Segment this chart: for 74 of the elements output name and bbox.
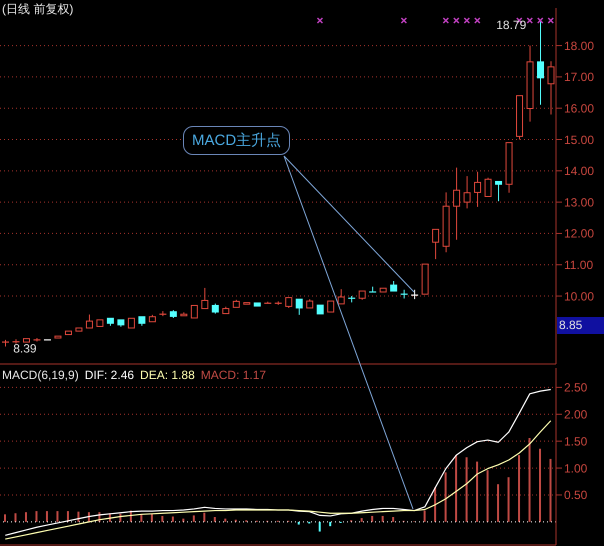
bar bbox=[35, 511, 38, 522]
bar bbox=[24, 512, 27, 522]
y-tick-label: 0.50 bbox=[564, 488, 588, 502]
bar bbox=[518, 455, 520, 522]
y-tick-label: 2.00 bbox=[564, 408, 588, 422]
y-tick-label: 17.00 bbox=[564, 70, 594, 84]
bar bbox=[382, 516, 384, 522]
text: DEA: 1.88 bbox=[140, 368, 195, 382]
y-tick-label: 10.00 bbox=[564, 289, 594, 304]
candlestick bbox=[442, 192, 450, 253]
bar bbox=[318, 522, 321, 532]
candlestick bbox=[190, 304, 198, 318]
text: 8.85 bbox=[557, 317, 604, 334]
line-series bbox=[4, 420, 552, 540]
y-tick-label: 11.00 bbox=[564, 258, 594, 272]
candlestick bbox=[358, 290, 366, 300]
text: DIF: 2.46 bbox=[84, 368, 134, 382]
candlestick bbox=[526, 45, 534, 122]
y-tick-label: 1.50 bbox=[564, 434, 588, 448]
chart-title: MACD(6,19,9) bbox=[2, 368, 79, 382]
candlestick bbox=[128, 318, 135, 328]
y-tick-label: 13.00 bbox=[564, 195, 594, 210]
bar bbox=[466, 457, 468, 522]
bar bbox=[486, 470, 489, 522]
candlestick bbox=[86, 314, 93, 328]
y-tick-label: 1.00 bbox=[564, 461, 588, 476]
bar bbox=[539, 448, 542, 522]
bar bbox=[371, 516, 374, 522]
y-tick-label: 2.50 bbox=[564, 380, 588, 395]
annotation: 8.39 bbox=[13, 342, 37, 356]
bar bbox=[528, 438, 531, 522]
candlestick bbox=[548, 60, 555, 115]
line-series bbox=[4, 388, 552, 536]
bar bbox=[424, 510, 426, 522]
bar bbox=[329, 522, 332, 526]
annotation: MACD主升点 bbox=[183, 126, 290, 155]
bar bbox=[434, 487, 436, 522]
bar bbox=[550, 458, 552, 522]
y-tick-label: 12.00 bbox=[564, 226, 594, 241]
candlestick bbox=[201, 287, 208, 310]
bar bbox=[508, 477, 510, 522]
bar bbox=[203, 512, 206, 522]
text: MACD: 1.17 bbox=[200, 368, 266, 382]
bar bbox=[497, 484, 500, 522]
annotation: 18.79 bbox=[496, 18, 527, 32]
bar bbox=[455, 455, 458, 522]
candlestick bbox=[432, 228, 440, 260]
bar bbox=[476, 462, 478, 522]
bar bbox=[161, 516, 164, 522]
chart-title: (日线 前复权) bbox=[2, 1, 74, 18]
bar bbox=[360, 518, 363, 522]
y-tick-label: 14.00 bbox=[564, 164, 594, 178]
bar bbox=[140, 514, 142, 522]
candlestick bbox=[464, 176, 471, 209]
y-tick-label: 18.00 bbox=[564, 38, 594, 53]
candlestick bbox=[338, 288, 345, 304]
candlestick bbox=[474, 171, 482, 208]
candlestick bbox=[296, 298, 303, 316]
bar bbox=[46, 511, 48, 522]
bar bbox=[172, 516, 174, 522]
bar bbox=[224, 518, 226, 522]
bar bbox=[182, 518, 184, 522]
bar bbox=[4, 514, 6, 522]
candlestick bbox=[484, 177, 492, 197]
bar bbox=[56, 511, 58, 522]
bar bbox=[444, 472, 447, 522]
bar bbox=[192, 515, 195, 522]
bar bbox=[392, 517, 394, 522]
candlestick bbox=[453, 167, 460, 240]
candlestick bbox=[495, 180, 502, 202]
y-tick-label: 16.00 bbox=[564, 101, 594, 116]
candlestick bbox=[327, 300, 334, 313]
y-tick-label: 15.00 bbox=[564, 132, 594, 147]
bar bbox=[214, 517, 216, 522]
